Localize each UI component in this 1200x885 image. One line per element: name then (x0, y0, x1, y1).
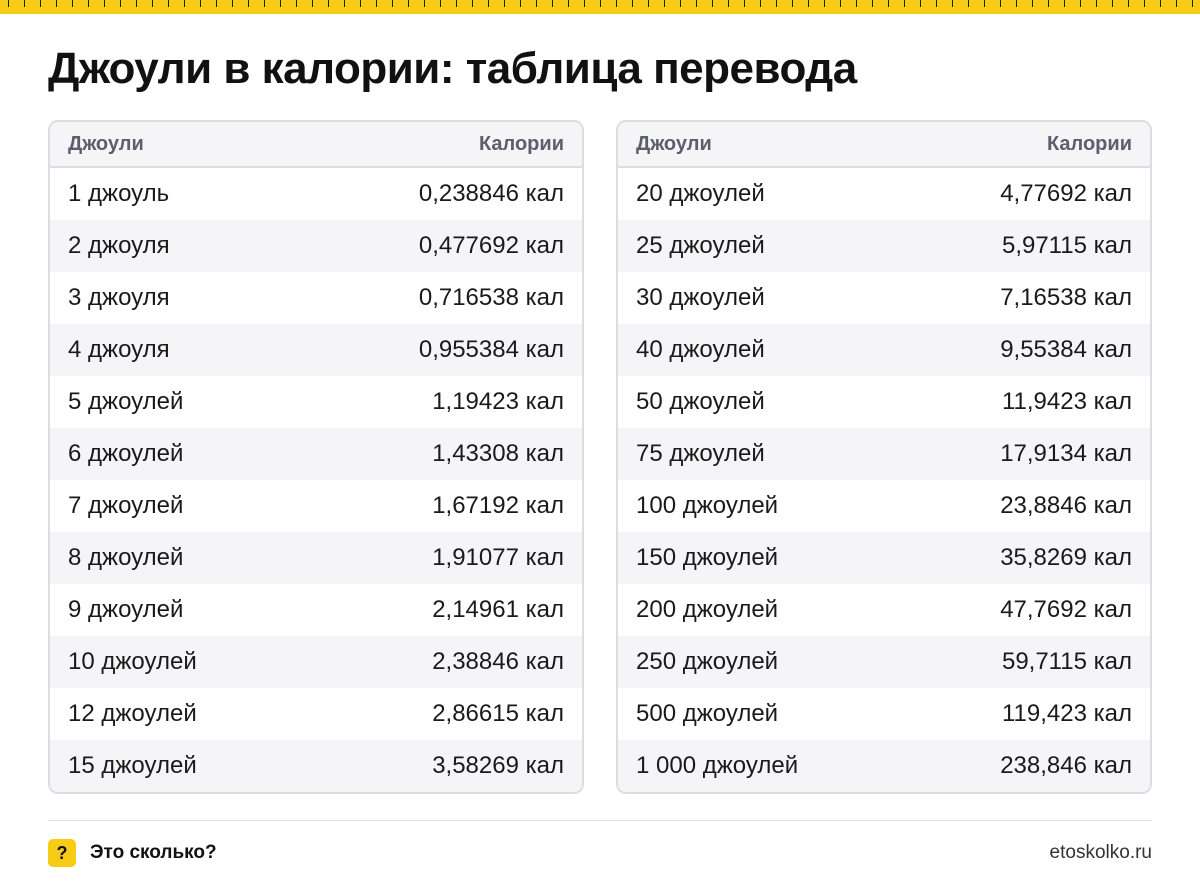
table-row: 3 джоуля 0,716538 кал (50, 272, 582, 324)
table-row: 5 джоулей 1,19423 кал (50, 376, 582, 428)
joules-value: 6 джоулей (68, 440, 184, 467)
table-row: 8 джоулей 1,91077 кал (50, 532, 582, 584)
column-header-calories: Калории (478, 132, 564, 155)
calories-value: 59,7115 кал (1001, 648, 1132, 675)
table-header: Джоули Калории (50, 122, 582, 168)
calories-value: 3,58269 кал (432, 752, 564, 779)
calories-value: 47,7692 кал (1000, 596, 1132, 623)
table-row: 50 джоулей 11,9423 кал (618, 376, 1150, 428)
joules-value: 100 джоулей (636, 492, 779, 519)
table-row: 2 джоуля 0,477692 кал (50, 220, 582, 272)
joules-value: 4 джоуля (68, 336, 170, 363)
table-row: 1 джоуль 0,238846 кал (50, 168, 582, 220)
joules-value: 3 джоуля (68, 284, 170, 311)
calories-value: 1,43308 кал (432, 440, 564, 467)
brand-name: Это сколько? (90, 842, 217, 863)
site-url[interactable]: etoskolko.ru (1049, 842, 1152, 863)
calories-value: 238,846 кал (1000, 752, 1132, 779)
calories-value: 2,14961 кал (432, 596, 564, 623)
joules-value: 1 000 джоулей (636, 752, 799, 779)
calories-value: 1,19423 кал (432, 388, 564, 415)
joules-value: 30 джоулей (636, 284, 765, 311)
joules-value: 9 джоулей (68, 596, 184, 623)
column-header-joules: Джоули (68, 132, 144, 155)
joules-value: 75 джоулей (636, 440, 765, 467)
table-body: 20 джоулей 4,77692 кал 25 джоулей 5,97115 к… (618, 168, 1150, 792)
calories-value: 17,9134 кал (1000, 440, 1132, 467)
tables-container: Джоули Калории 1 джоуль 0,238846 кал 2 джо… (48, 120, 1152, 794)
joules-value: 5 джоулей (68, 388, 184, 415)
calories-value: 0,477692 кал (418, 232, 564, 259)
ruler-decoration (0, 0, 1200, 14)
joules-value: 150 джоулей (636, 544, 779, 571)
joules-value: 10 джоулей (68, 648, 197, 675)
table-header: Джоули Калории (618, 122, 1150, 168)
table-row: 9 джоулей 2,14961 кал (50, 584, 582, 636)
calories-value: 4,77692 кал (1000, 180, 1132, 207)
table-row: 75 джоулей 17,9134 кал (618, 428, 1150, 480)
joules-value: 40 джоулей (636, 336, 765, 363)
table-row: 10 джоулей 2,38846 кал (50, 636, 582, 688)
table-row: 100 джоулей 23,8846 кал (618, 480, 1150, 532)
table-row: 20 джоулей 4,77692 кал (618, 168, 1150, 220)
page-title: Джоули в калории: таблица перевода (48, 44, 857, 93)
calories-value: 0,238846 кал (418, 180, 564, 207)
table-row: 4 джоуля 0,955384 кал (50, 324, 582, 376)
conversion-table-left: Джоули Калории 1 джоуль 0,238846 кал 2 джо… (48, 120, 584, 794)
column-header-calories: Калории (1046, 132, 1132, 155)
table-row: 7 джоулей 1,67192 кал (50, 480, 582, 532)
joules-value: 1 джоуль (68, 180, 170, 207)
table-row: 12 джоулей 2,86615 кал (50, 688, 582, 740)
table-row: 6 джоулей 1,43308 кал (50, 428, 582, 480)
calories-value: 0,716538 кал (418, 284, 564, 311)
calories-value: 23,8846 кал (1000, 492, 1132, 519)
joules-value: 12 джоулей (68, 700, 197, 727)
joules-value: 500 джоулей (636, 700, 779, 727)
footer-brand: ? Это сколько? (48, 838, 217, 868)
joules-value: 2 джоуля (68, 232, 170, 259)
calories-value: 9,55384 кал (1000, 336, 1132, 363)
table-row: 150 джоулей 35,8269 кал (618, 532, 1150, 584)
table-row: 1 000 джоулей 238,846 кал (618, 740, 1150, 792)
table-body: 1 джоуль 0,238846 кал 2 джоуля 0,477692 кал… (50, 168, 582, 792)
question-mark-icon: ? (48, 839, 76, 867)
joules-value: 7 джоулей (68, 492, 184, 519)
table-row: 500 джоулей 119,423 кал (618, 688, 1150, 740)
joules-value: 250 джоулей (636, 648, 779, 675)
conversion-table-right: Джоули Калории 20 джоулей 4,77692 кал 25 д… (616, 120, 1152, 794)
calories-value: 11,9423 кал (1001, 388, 1132, 415)
calories-value: 1,67192 кал (432, 492, 564, 519)
calories-value: 0,955384 кал (418, 336, 564, 363)
calories-value: 5,97115 кал (1001, 232, 1132, 259)
joules-value: 25 джоулей (636, 232, 765, 259)
calories-value: 2,38846 кал (432, 648, 564, 675)
table-row: 250 джоулей 59,7115 кал (618, 636, 1150, 688)
joules-value: 8 джоулей (68, 544, 184, 571)
column-header-joules: Джоули (636, 132, 712, 155)
table-row: 15 джоулей 3,58269 кал (50, 740, 582, 792)
table-row: 200 джоулей 47,7692 кал (618, 584, 1150, 636)
calories-value: 1,91077 кал (432, 544, 564, 571)
calories-value: 2,86615 кал (432, 700, 564, 727)
joules-value: 200 джоулей (636, 596, 779, 623)
joules-value: 15 джоулей (68, 752, 197, 779)
calories-value: 7,16538 кал (1000, 284, 1132, 311)
footer-divider (48, 820, 1152, 821)
table-row: 30 джоулей 7,16538 кал (618, 272, 1150, 324)
joules-value: 20 джоулей (636, 180, 765, 207)
table-row: 25 джоулей 5,97115 кал (618, 220, 1150, 272)
calories-value: 119,423 кал (1001, 700, 1132, 727)
table-row: 40 джоулей 9,55384 кал (618, 324, 1150, 376)
joules-value: 50 джоулей (636, 388, 765, 415)
calories-value: 35,8269 кал (1000, 544, 1132, 571)
